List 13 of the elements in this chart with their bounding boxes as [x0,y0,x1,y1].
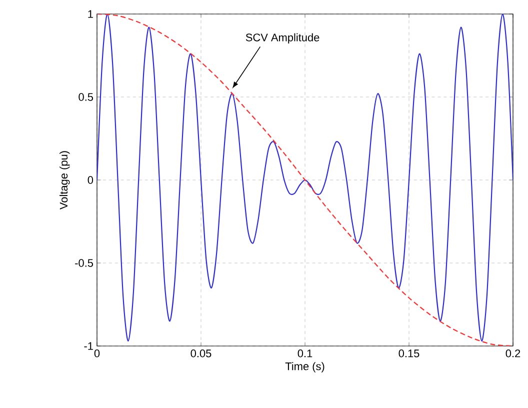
x-tick-label: 0 [94,350,100,358]
y-axis-title: Voltage (pu) [60,151,70,210]
annotation: SCV Amplitude [246,33,320,44]
x-tick-label: 0.15 [398,350,420,358]
y-tick-label: 0.5 [78,93,94,101]
x-tick-label: 0.1 [298,350,312,358]
x-tick-label: 0.05 [190,350,212,358]
x-axis-title: Time (s) [285,362,324,372]
y-tick-label: 0 [88,176,94,184]
y-tick-label: -1 [84,342,93,350]
y-tick-label: -0.5 [75,259,94,267]
x-tick-label: 0.2 [506,350,520,358]
y-tick-label: 1 [88,10,93,18]
